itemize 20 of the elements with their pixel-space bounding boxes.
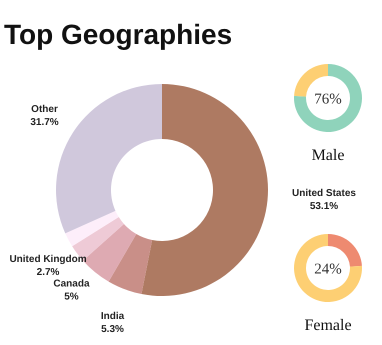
data-label: 5.3%: [101, 324, 124, 335]
text: 24%: [314, 261, 342, 278]
data-label: 53.1%: [310, 201, 338, 212]
slice-label: Canada: [53, 278, 90, 290]
donut-slice: [65, 210, 119, 246]
slice-label: United Kingdom: [9, 254, 87, 266]
slice-label: United States: [292, 188, 356, 199]
slice-label: India: [100, 310, 125, 322]
data-label: 5%: [64, 291, 79, 302]
donut-slice: [294, 64, 362, 132]
data-label: 2.7%: [36, 267, 60, 278]
donut-slice: [141, 84, 268, 296]
slice-label: Other: [31, 104, 58, 115]
donut-slice: [108, 234, 152, 294]
chart-title: Top Geographies: [4, 19, 232, 50]
data-label: 31.7%: [30, 116, 59, 128]
text: Male: [312, 147, 344, 164]
text: Female: [304, 317, 352, 334]
donut-slice: [294, 234, 362, 302]
text: 76%: [314, 91, 342, 108]
